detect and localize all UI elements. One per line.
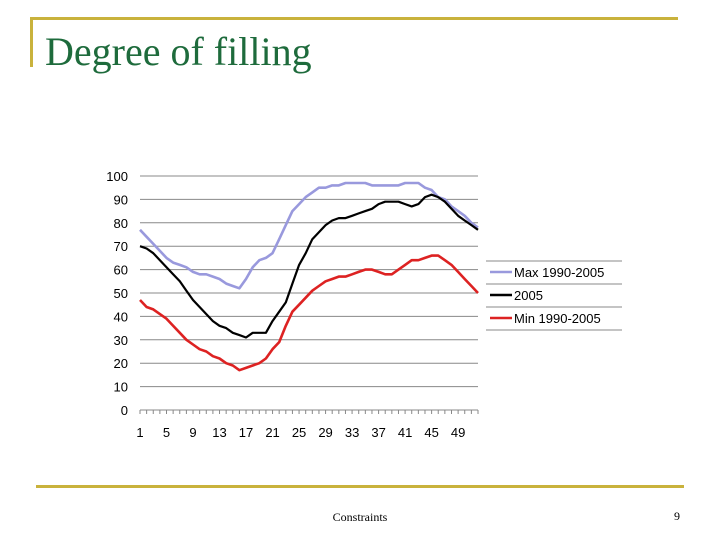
x-axis-ticks: 1 5 9 13 17 21 25 29 33 37 41 45 49 (136, 410, 479, 440)
legend-label: 2005 (514, 288, 543, 303)
y-tick-label: 60 (114, 263, 128, 278)
series-line-min-1990-2005 (139, 254, 479, 372)
y-tick-label: 20 (114, 356, 128, 371)
slide-title: Degree of filling (45, 29, 312, 74)
y-tick-label: 100 (106, 169, 128, 184)
x-tick-label: 49 (451, 425, 465, 440)
frame-bottom-rule (36, 485, 684, 488)
x-tick-label: 1 (136, 425, 143, 440)
x-tick-label: 21 (265, 425, 279, 440)
series-line-2005 (139, 193, 479, 339)
x-tick-label: 41 (398, 425, 412, 440)
y-tick-label: 50 (114, 286, 128, 301)
y-tick-label: 90 (114, 192, 128, 207)
footer-label: Constraints (332, 510, 388, 524)
x-tick-label: 13 (212, 425, 226, 440)
y-axis-ticks: 0 10 20 30 40 50 60 70 80 90 100 (106, 169, 128, 418)
x-tick-label: 5 (163, 425, 170, 440)
legend-label: Max 1990-2005 (514, 265, 604, 280)
y-tick-label: 40 (114, 309, 128, 324)
x-tick-label: 37 (371, 425, 385, 440)
x-tick-label: 17 (239, 425, 253, 440)
y-tick-label: 80 (114, 216, 128, 231)
legend-label: Min 1990-2005 (514, 311, 601, 326)
x-tick-label: 25 (292, 425, 306, 440)
x-tick-label: 9 (189, 425, 196, 440)
y-tick-label: 0 (121, 403, 128, 418)
frame-top-rule (30, 17, 678, 20)
x-tick-label: 33 (345, 425, 359, 440)
legend: Max 1990-2005 2005 Min 1990-2005 (486, 260, 622, 331)
y-tick-label: 30 (114, 333, 128, 348)
y-tick-label: 70 (114, 239, 128, 254)
x-tick-label: 29 (318, 425, 332, 440)
page-number: 9 (674, 509, 680, 523)
y-tick-label: 10 (114, 380, 128, 395)
series-line-max-1990-2005 (139, 181, 479, 290)
series-lines (139, 181, 479, 372)
x-tick-label: 45 (424, 425, 438, 440)
frame-left-rule (30, 17, 33, 67)
